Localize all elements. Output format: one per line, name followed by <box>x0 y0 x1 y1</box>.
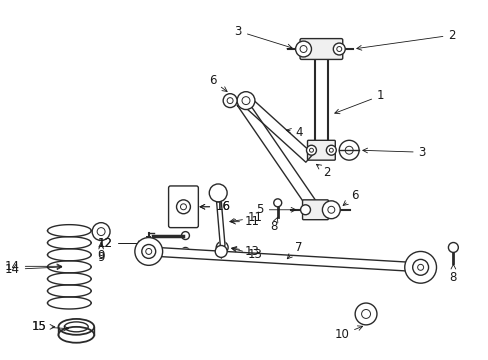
Circle shape <box>325 145 336 155</box>
Text: 13: 13 <box>231 245 259 258</box>
Text: 3: 3 <box>362 146 425 159</box>
Circle shape <box>209 184 226 202</box>
Text: 6: 6 <box>208 74 226 91</box>
Text: 10: 10 <box>334 326 362 341</box>
Circle shape <box>135 238 163 265</box>
Circle shape <box>404 251 436 283</box>
FancyBboxPatch shape <box>300 39 342 59</box>
Circle shape <box>223 94 237 108</box>
Text: 16: 16 <box>200 200 230 213</box>
Text: 9: 9 <box>97 244 104 264</box>
Text: 4: 4 <box>286 126 303 139</box>
Text: 14: 14 <box>5 263 61 276</box>
Circle shape <box>300 205 310 215</box>
Text: 11: 11 <box>230 215 260 228</box>
Text: 1: 1 <box>334 89 384 114</box>
Text: 14: 14 <box>5 260 61 273</box>
Text: 2: 2 <box>316 164 330 179</box>
Circle shape <box>295 41 311 57</box>
Text: 15: 15 <box>32 320 68 333</box>
FancyBboxPatch shape <box>302 200 327 220</box>
Circle shape <box>215 246 226 257</box>
Circle shape <box>333 43 345 55</box>
Circle shape <box>322 201 340 219</box>
Polygon shape <box>148 247 420 272</box>
Text: 5: 5 <box>256 203 295 216</box>
Circle shape <box>273 199 281 207</box>
Circle shape <box>237 92 254 109</box>
Text: 9: 9 <box>97 242 104 262</box>
Text: 12: 12 <box>98 237 143 250</box>
Text: 11: 11 <box>229 211 263 224</box>
Text: 2: 2 <box>356 29 455 50</box>
Text: 12: 12 <box>98 237 143 250</box>
Polygon shape <box>237 99 319 213</box>
Circle shape <box>306 145 316 155</box>
Circle shape <box>447 243 457 252</box>
Polygon shape <box>216 186 224 258</box>
Text: 6: 6 <box>343 189 358 206</box>
Text: 13: 13 <box>231 247 263 261</box>
Text: 16: 16 <box>200 200 230 213</box>
Text: 3: 3 <box>234 24 291 49</box>
Polygon shape <box>242 96 312 162</box>
Text: 8: 8 <box>449 264 456 284</box>
Text: 8: 8 <box>269 217 277 233</box>
Text: 7: 7 <box>286 241 302 259</box>
Text: 15: 15 <box>32 320 55 333</box>
FancyBboxPatch shape <box>307 140 335 160</box>
Circle shape <box>339 140 358 160</box>
